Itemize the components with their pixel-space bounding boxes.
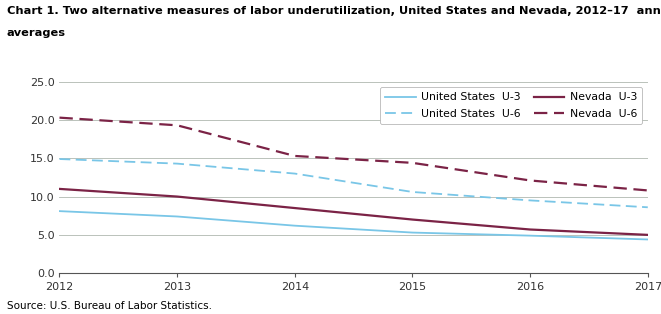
Text: averages: averages: [7, 28, 65, 38]
Text: Chart 1. Two alternative measures of labor underutilization, United States and N: Chart 1. Two alternative measures of lab…: [7, 6, 661, 16]
Legend: United States  U-3, United States  U-6, Nevada  U-3, Nevada  U-6: United States U-3, United States U-6, Ne…: [380, 87, 642, 124]
Text: Source: U.S. Bureau of Labor Statistics.: Source: U.S. Bureau of Labor Statistics.: [7, 301, 212, 311]
